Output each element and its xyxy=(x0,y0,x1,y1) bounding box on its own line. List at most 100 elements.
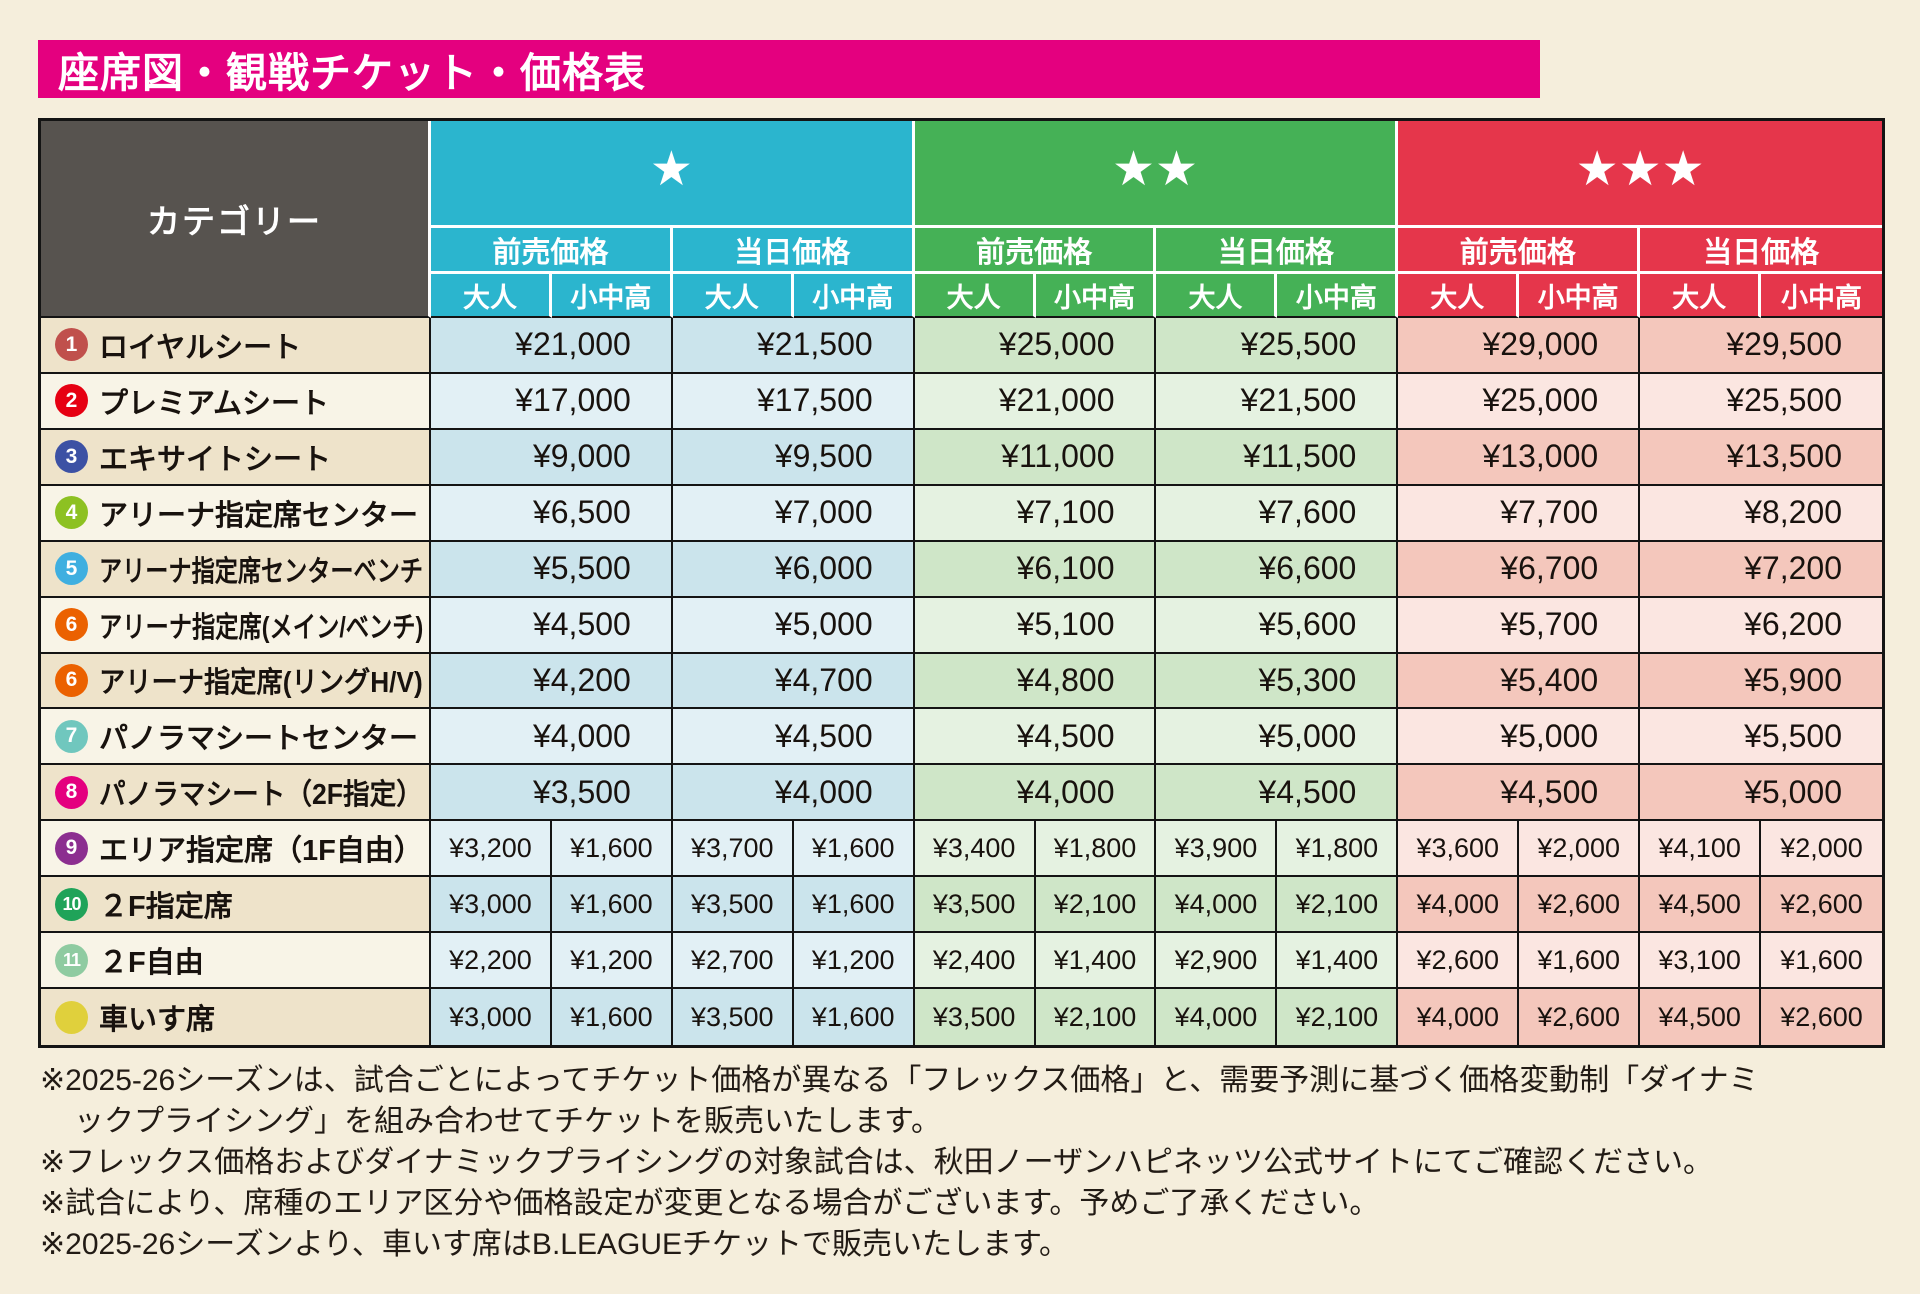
seat-number-badge: 2 xyxy=(55,384,88,418)
seat-number-badge: 9 xyxy=(55,831,88,865)
category-cell: 6 アリーナ指定席(リングH/V) xyxy=(41,653,431,710)
price-cell: ¥13,000 xyxy=(1398,429,1641,486)
category-cell: 8 パノラマシート（2F指定） xyxy=(41,765,431,822)
price-cell: ¥3,500 xyxy=(672,989,794,1045)
price-cell: ¥25,500 xyxy=(1640,373,1882,430)
price-cell: ¥2,600 xyxy=(1761,989,1882,1045)
price-cell: ¥4,000 xyxy=(1156,877,1278,934)
price-cell: ¥1,800 xyxy=(1035,821,1157,878)
price-cell: ¥6,700 xyxy=(1398,541,1641,598)
seat-name: アリーナ指定席センターベンチ xyxy=(99,555,424,588)
price-cell: ¥5,100 xyxy=(914,597,1157,654)
age-header: 大人 xyxy=(1398,274,1520,318)
price-cell: ¥1,600 xyxy=(551,821,673,878)
price-cell: ¥2,700 xyxy=(672,933,794,990)
price-cell: ¥4,500 xyxy=(1640,989,1762,1045)
price-cell: ¥4,200 xyxy=(431,653,673,710)
seat-name: パノラマシートセンター xyxy=(99,723,419,756)
price-cell: ¥1,600 xyxy=(1519,933,1641,990)
price-cell: ¥4,000 xyxy=(431,709,673,766)
price-cell: ¥4,000 xyxy=(1398,877,1520,934)
price-cell: ¥3,500 xyxy=(914,877,1036,934)
footnote-line: ※試合により、席種のエリア区分や価格設定が変更となる場合がございます。予めご了承… xyxy=(40,1187,1380,1220)
seat-number-badge: 11 xyxy=(55,943,88,977)
footnote-line: ※フレックス価格およびダイナミックプライシングの対象試合は、秋田ノーザンハピネッ… xyxy=(40,1146,1714,1179)
price-cell: ¥8,200 xyxy=(1640,485,1882,542)
price-cell: ¥7,100 xyxy=(914,485,1157,542)
price-cell: ¥3,900 xyxy=(1156,821,1278,878)
price-cell: ¥1,600 xyxy=(793,989,915,1045)
seat-name: ロイヤルシート xyxy=(99,331,302,364)
price-cell: ¥2,200 xyxy=(431,933,552,990)
price-cell: ¥21,500 xyxy=(1156,373,1399,430)
seat-number-badge: 3 xyxy=(55,440,88,474)
seat-name: パノラマシート（2F指定） xyxy=(99,779,423,812)
price-cell: ¥9,500 xyxy=(672,429,915,486)
price-cell: ¥2,000 xyxy=(1761,821,1882,878)
price-cell: ¥2,900 xyxy=(1156,933,1278,990)
price-cell: ¥3,100 xyxy=(1640,933,1762,990)
price-cell: ¥4,700 xyxy=(672,653,915,710)
star-group-header: ★ xyxy=(431,121,915,228)
category-cell: 3 エキサイトシート xyxy=(41,429,431,486)
category-cell: 1 ロイヤルシート xyxy=(41,318,431,374)
price-cell: ¥2,400 xyxy=(914,933,1036,990)
price-cell: ¥21,000 xyxy=(431,318,673,374)
price-cell: ¥2,100 xyxy=(1035,877,1157,934)
price-cell: ¥1,200 xyxy=(793,933,915,990)
price-cell: ¥2,000 xyxy=(1519,821,1641,878)
price-cell: ¥3,700 xyxy=(672,821,794,878)
footnote-line: ※2025-26シーズンより、車いす席はB.LEAGUEチケットで販売いたします… xyxy=(40,1228,1069,1261)
price-table: カテゴリー ★ 前売価格 当日価格 大人 小中高 大人 小中高 ★★ 前売価格 当日価格 大人 小中高大… xyxy=(38,118,1885,1048)
price-cell: ¥5,300 xyxy=(1156,653,1399,710)
price-cell: ¥4,000 xyxy=(672,765,915,822)
seat-name: アリーナ指定席センター xyxy=(99,499,419,532)
seat-number-badge: 6 xyxy=(55,663,88,697)
seat-number-badge: 7 xyxy=(55,719,88,753)
seat-number-badge: 8 xyxy=(55,775,88,809)
price-cell: ¥29,000 xyxy=(1398,318,1641,374)
price-cell: ¥4,500 xyxy=(1640,877,1762,934)
age-header: 小中高 xyxy=(1761,274,1882,318)
price-type-header: 前売価格 xyxy=(1398,228,1641,274)
age-header: 大人 xyxy=(1156,274,1278,318)
price-cell: ¥6,000 xyxy=(672,541,915,598)
price-cell: ¥13,500 xyxy=(1640,429,1882,486)
price-cell: ¥6,500 xyxy=(431,485,673,542)
seat-name: 車いす席 xyxy=(99,1004,216,1037)
price-cell: ¥5,500 xyxy=(1640,709,1882,766)
age-header: 小中高 xyxy=(793,274,915,318)
seat-number-badge: 4 xyxy=(55,496,88,530)
category-cell: 5 アリーナ指定席センターベンチ xyxy=(41,541,431,598)
star-icon: ★★ xyxy=(1111,143,1199,196)
seat-name: ２F指定席 xyxy=(99,891,233,924)
star-icon: ★ xyxy=(649,143,693,196)
seat-name: アリーナ指定席(メイン/ベンチ) xyxy=(99,611,424,644)
age-header: 大人 xyxy=(431,274,552,318)
price-cell: ¥1,600 xyxy=(793,877,915,934)
price-cell: ¥4,000 xyxy=(1156,989,1278,1045)
price-cell: ¥2,100 xyxy=(1035,989,1157,1045)
price-cell: ¥7,200 xyxy=(1640,541,1882,598)
price-cell: ¥5,600 xyxy=(1156,597,1399,654)
age-header: 小中高 xyxy=(1519,274,1641,318)
price-cell: ¥11,500 xyxy=(1156,429,1399,486)
age-header: 小中高 xyxy=(1277,274,1399,318)
category-cell: 7 パノラマシートセンター xyxy=(41,709,431,766)
seat-name: ２F自由 xyxy=(99,947,204,980)
price-cell: ¥6,100 xyxy=(914,541,1157,598)
price-type-header: 当日価格 xyxy=(1156,228,1399,274)
price-cell: ¥2,100 xyxy=(1277,989,1399,1045)
star-group-header: ★★ xyxy=(914,121,1399,228)
price-cell: ¥7,600 xyxy=(1156,485,1399,542)
price-cell: ¥5,400 xyxy=(1398,653,1641,710)
age-header: 大人 xyxy=(672,274,794,318)
price-cell: ¥1,600 xyxy=(551,877,673,934)
category-cell: 車いす席 xyxy=(41,989,431,1045)
price-cell: ¥5,000 xyxy=(1156,709,1399,766)
category-cell: 10 ２F指定席 xyxy=(41,877,431,934)
price-cell: ¥1,600 xyxy=(551,989,673,1045)
price-cell: ¥3,200 xyxy=(431,821,552,878)
price-cell: ¥4,800 xyxy=(914,653,1157,710)
price-type-header: 前売価格 xyxy=(431,228,673,274)
